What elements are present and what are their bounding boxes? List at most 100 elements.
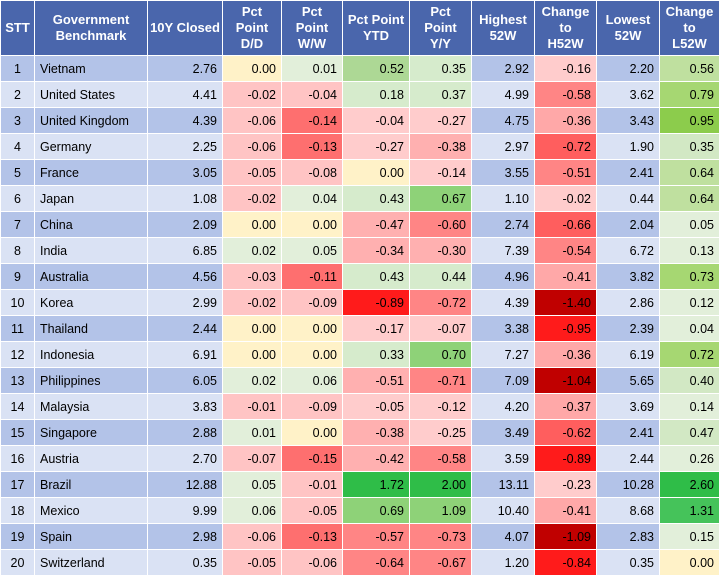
cell-low52: 1.90 bbox=[596, 133, 660, 160]
cell-stt: 14 bbox=[0, 393, 35, 420]
cell-chg-h52: -0.23 bbox=[534, 471, 597, 498]
cell-yy: 0.70 bbox=[409, 341, 472, 368]
cell-ww: -0.11 bbox=[281, 263, 343, 290]
cell-chg-l52: 0.72 bbox=[659, 341, 720, 368]
cell-high52: 2.74 bbox=[471, 211, 535, 238]
table-row: 16 Austria 2.70 -0.07 -0.15 -0.42 -0.58 3.59 -0.… bbox=[0, 445, 720, 472]
cell-high52: 4.99 bbox=[471, 81, 535, 108]
cell-country: China bbox=[34, 211, 148, 238]
table-row: 3 United Kingdom 4.39 -0.06 -0.14 -0.04 -0.27 4… bbox=[0, 107, 720, 134]
cell-stt: 8 bbox=[0, 237, 35, 264]
cell-ww: -0.08 bbox=[281, 159, 343, 186]
table-row: 20 Switzerland 0.35 -0.05 -0.06 -0.64 -0.67 1.2… bbox=[0, 549, 720, 576]
cell-yy: 1.09 bbox=[409, 497, 472, 524]
cell-yy: -0.07 bbox=[409, 315, 472, 342]
cell-stt: 6 bbox=[0, 185, 35, 212]
header-ww: Pct Point W/W bbox=[281, 0, 343, 56]
cell-low52: 3.62 bbox=[596, 81, 660, 108]
cell-closed: 6.05 bbox=[147, 367, 223, 394]
cell-high52: 2.92 bbox=[471, 55, 535, 82]
cell-country: Indonesia bbox=[34, 341, 148, 368]
cell-low52: 6.19 bbox=[596, 341, 660, 368]
cell-high52: 3.55 bbox=[471, 159, 535, 186]
cell-ww: 0.00 bbox=[281, 341, 343, 368]
cell-ww: -0.13 bbox=[281, 133, 343, 160]
cell-yy: -0.27 bbox=[409, 107, 472, 134]
cell-dd: -0.06 bbox=[222, 107, 282, 134]
cell-yy: 0.67 bbox=[409, 185, 472, 212]
cell-low52: 2.04 bbox=[596, 211, 660, 238]
cell-chg-h52: -0.41 bbox=[534, 497, 597, 524]
cell-yy: -0.58 bbox=[409, 445, 472, 472]
cell-stt: 7 bbox=[0, 211, 35, 238]
cell-dd: -0.06 bbox=[222, 523, 282, 550]
header-yy: Pct Point Y/Y bbox=[409, 0, 472, 56]
cell-ww: 0.06 bbox=[281, 367, 343, 394]
cell-low52: 10.28 bbox=[596, 471, 660, 498]
cell-high52: 10.40 bbox=[471, 497, 535, 524]
cell-closed: 2.25 bbox=[147, 133, 223, 160]
cell-chg-l52: 0.95 bbox=[659, 107, 720, 134]
cell-high52: 4.20 bbox=[471, 393, 535, 420]
cell-chg-l52: 0.56 bbox=[659, 55, 720, 82]
cell-chg-l52: 0.79 bbox=[659, 81, 720, 108]
cell-dd: -0.07 bbox=[222, 445, 282, 472]
cell-low52: 2.86 bbox=[596, 289, 660, 316]
cell-ww: -0.05 bbox=[281, 497, 343, 524]
cell-closed: 6.91 bbox=[147, 341, 223, 368]
cell-country: Germany bbox=[34, 133, 148, 160]
cell-ww: -0.09 bbox=[281, 289, 343, 316]
cell-stt: 1 bbox=[0, 55, 35, 82]
cell-chg-h52: -0.41 bbox=[534, 263, 597, 290]
cell-ww: -0.06 bbox=[281, 549, 343, 576]
header-dd: Pct Point D/D bbox=[222, 0, 282, 56]
cell-stt: 12 bbox=[0, 341, 35, 368]
cell-ytd: -0.17 bbox=[342, 315, 410, 342]
cell-yy: -0.60 bbox=[409, 211, 472, 238]
cell-ww: -0.15 bbox=[281, 445, 343, 472]
cell-chg-l52: 0.15 bbox=[659, 523, 720, 550]
cell-ytd: -0.05 bbox=[342, 393, 410, 420]
cell-ytd: -0.89 bbox=[342, 289, 410, 316]
cell-ww: -0.09 bbox=[281, 393, 343, 420]
header-high52: Highest 52W bbox=[471, 0, 535, 56]
cell-stt: 15 bbox=[0, 419, 35, 446]
cell-dd: 0.05 bbox=[222, 471, 282, 498]
cell-yy: -0.73 bbox=[409, 523, 472, 550]
cell-ww: -0.01 bbox=[281, 471, 343, 498]
cell-chg-h52: -1.40 bbox=[534, 289, 597, 316]
cell-high52: 3.38 bbox=[471, 315, 535, 342]
cell-closed: 4.39 bbox=[147, 107, 223, 134]
cell-chg-l52: 0.12 bbox=[659, 289, 720, 316]
cell-high52: 4.96 bbox=[471, 263, 535, 290]
table-row: 15 Singapore 2.88 0.01 0.00 -0.38 -0.25 3.49 -0.… bbox=[0, 419, 720, 446]
cell-closed: 9.99 bbox=[147, 497, 223, 524]
cell-ytd: -0.57 bbox=[342, 523, 410, 550]
cell-stt: 5 bbox=[0, 159, 35, 186]
cell-yy: 0.44 bbox=[409, 263, 472, 290]
cell-closed: 2.98 bbox=[147, 523, 223, 550]
cell-ww: -0.14 bbox=[281, 107, 343, 134]
cell-country: United Kingdom bbox=[34, 107, 148, 134]
cell-chg-l52: 0.04 bbox=[659, 315, 720, 342]
cell-country: Mexico bbox=[34, 497, 148, 524]
header-chg-h52: Change to H52W bbox=[534, 0, 597, 56]
cell-yy: 2.00 bbox=[409, 471, 472, 498]
table-row: 1 Vietnam 2.76 0.00 0.01 0.52 0.35 2.92 -0.16 2.2… bbox=[0, 55, 720, 82]
cell-chg-h52: -1.04 bbox=[534, 367, 597, 394]
header-ytd: Pct Point YTD bbox=[342, 0, 410, 56]
cell-chg-h52: -1.09 bbox=[534, 523, 597, 550]
cell-low52: 3.43 bbox=[596, 107, 660, 134]
header-row: STT Government Benchmark 10Y Closed Pct Po… bbox=[0, 0, 720, 56]
cell-stt: 18 bbox=[0, 497, 35, 524]
cell-low52: 2.39 bbox=[596, 315, 660, 342]
cell-chg-h52: -0.95 bbox=[534, 315, 597, 342]
cell-ytd: -0.34 bbox=[342, 237, 410, 264]
cell-ytd: -0.42 bbox=[342, 445, 410, 472]
cell-closed: 1.08 bbox=[147, 185, 223, 212]
cell-country: Australia bbox=[34, 263, 148, 290]
cell-dd: 0.00 bbox=[222, 211, 282, 238]
cell-chg-l52: 0.14 bbox=[659, 393, 720, 420]
table-row: 10 Korea 2.99 -0.02 -0.09 -0.89 -0.72 4.39 -1.40… bbox=[0, 289, 720, 316]
cell-closed: 12.88 bbox=[147, 471, 223, 498]
